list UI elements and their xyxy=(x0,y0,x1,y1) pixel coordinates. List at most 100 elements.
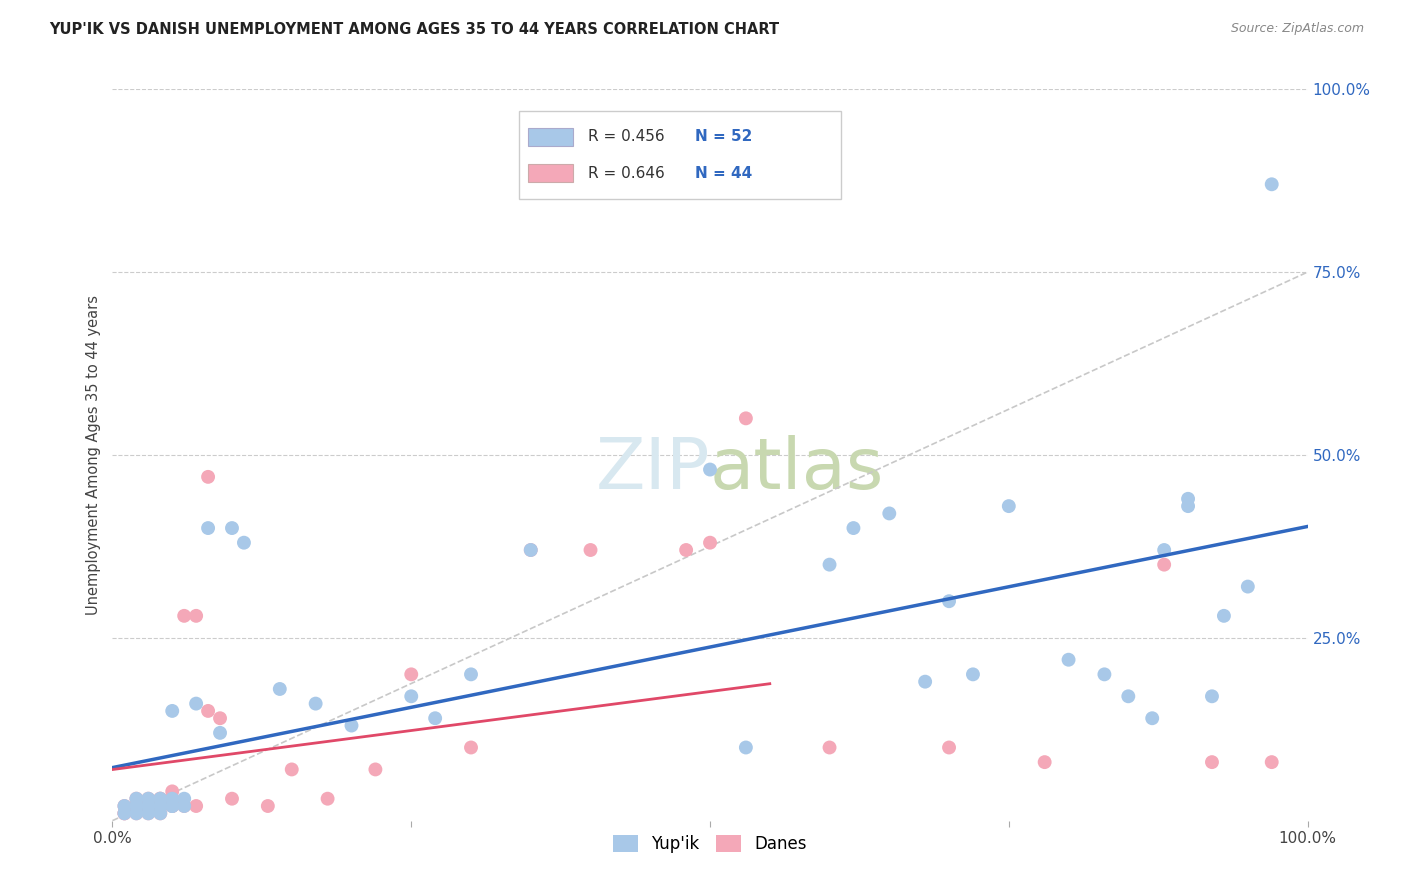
Point xyxy=(173,608,195,623)
Point xyxy=(162,799,183,814)
Point xyxy=(173,791,195,805)
Point xyxy=(138,806,160,821)
Point xyxy=(1057,653,1080,667)
Point xyxy=(149,799,172,814)
Point xyxy=(221,521,243,535)
Text: ZIP: ZIP xyxy=(596,435,710,504)
Text: atlas: atlas xyxy=(710,435,884,504)
Point xyxy=(149,799,172,814)
Point xyxy=(114,806,135,821)
Point xyxy=(125,799,148,814)
Legend: Yup'ik, Danes: Yup'ik, Danes xyxy=(606,829,814,860)
Point xyxy=(699,462,721,476)
Point xyxy=(425,711,447,725)
Y-axis label: Unemployment Among Ages 35 to 44 years: Unemployment Among Ages 35 to 44 years xyxy=(86,295,101,615)
Point xyxy=(138,799,160,814)
Point xyxy=(138,806,160,821)
Point xyxy=(340,718,363,732)
Point xyxy=(162,791,183,805)
Text: Source: ZipAtlas.com: Source: ZipAtlas.com xyxy=(1230,22,1364,36)
Point xyxy=(1201,690,1223,704)
Point xyxy=(233,535,256,549)
Point xyxy=(842,521,865,535)
Point xyxy=(675,543,697,558)
Point xyxy=(460,740,482,755)
Point xyxy=(162,799,183,814)
Point xyxy=(520,543,543,558)
Point xyxy=(138,791,160,805)
Point xyxy=(1153,558,1175,572)
Point xyxy=(186,799,208,814)
Point xyxy=(221,791,243,805)
FancyBboxPatch shape xyxy=(519,112,842,199)
Point xyxy=(125,791,148,805)
Point xyxy=(149,799,172,814)
Point xyxy=(138,799,160,814)
Point xyxy=(938,594,960,608)
Point xyxy=(197,521,219,535)
Point xyxy=(1094,667,1116,681)
Point xyxy=(269,681,291,696)
FancyBboxPatch shape xyxy=(529,128,574,146)
Point xyxy=(125,799,148,814)
Point xyxy=(1213,608,1236,623)
Point xyxy=(162,799,183,814)
Point xyxy=(209,711,232,725)
Point xyxy=(149,806,172,821)
Point xyxy=(1237,580,1260,594)
Point xyxy=(735,740,758,755)
Point xyxy=(1177,499,1199,513)
Point xyxy=(818,740,841,755)
Point xyxy=(114,799,135,814)
Point xyxy=(149,806,172,821)
Point xyxy=(125,791,148,805)
Point xyxy=(138,799,160,814)
Point xyxy=(879,507,901,521)
Point xyxy=(209,726,232,740)
Text: R = 0.646: R = 0.646 xyxy=(588,166,664,181)
Point xyxy=(401,667,423,681)
Point xyxy=(162,799,183,814)
Point xyxy=(114,806,135,821)
Point xyxy=(162,704,183,718)
Point xyxy=(281,763,304,777)
Point xyxy=(125,806,148,821)
Point xyxy=(1033,755,1056,769)
Point xyxy=(699,535,721,549)
Point xyxy=(186,697,208,711)
Point xyxy=(197,470,219,484)
Point xyxy=(125,806,148,821)
Point xyxy=(1177,491,1199,506)
Point xyxy=(1153,543,1175,558)
Point xyxy=(114,799,135,814)
Point xyxy=(1118,690,1140,704)
FancyBboxPatch shape xyxy=(529,164,574,183)
Text: N = 52: N = 52 xyxy=(695,129,752,145)
Point xyxy=(125,799,148,814)
Point xyxy=(114,806,135,821)
Point xyxy=(818,558,841,572)
Point xyxy=(197,704,219,718)
Point xyxy=(149,791,172,805)
Point xyxy=(149,791,172,805)
Point xyxy=(1261,178,1284,192)
Point xyxy=(938,740,960,755)
Text: YUP'IK VS DANISH UNEMPLOYMENT AMONG AGES 35 TO 44 YEARS CORRELATION CHART: YUP'IK VS DANISH UNEMPLOYMENT AMONG AGES… xyxy=(49,22,779,37)
Point xyxy=(735,411,758,425)
Text: N = 44: N = 44 xyxy=(695,166,752,181)
Point xyxy=(173,799,195,814)
Point xyxy=(579,543,602,558)
Point xyxy=(364,763,387,777)
Point xyxy=(186,608,208,623)
Point xyxy=(1201,755,1223,769)
Point xyxy=(316,791,339,805)
Point xyxy=(520,543,543,558)
Point xyxy=(914,674,936,689)
Text: R = 0.456: R = 0.456 xyxy=(588,129,664,145)
Point xyxy=(401,690,423,704)
Point xyxy=(125,799,148,814)
Point xyxy=(460,667,482,681)
Point xyxy=(962,667,984,681)
Point xyxy=(1142,711,1164,725)
Point xyxy=(149,791,172,805)
